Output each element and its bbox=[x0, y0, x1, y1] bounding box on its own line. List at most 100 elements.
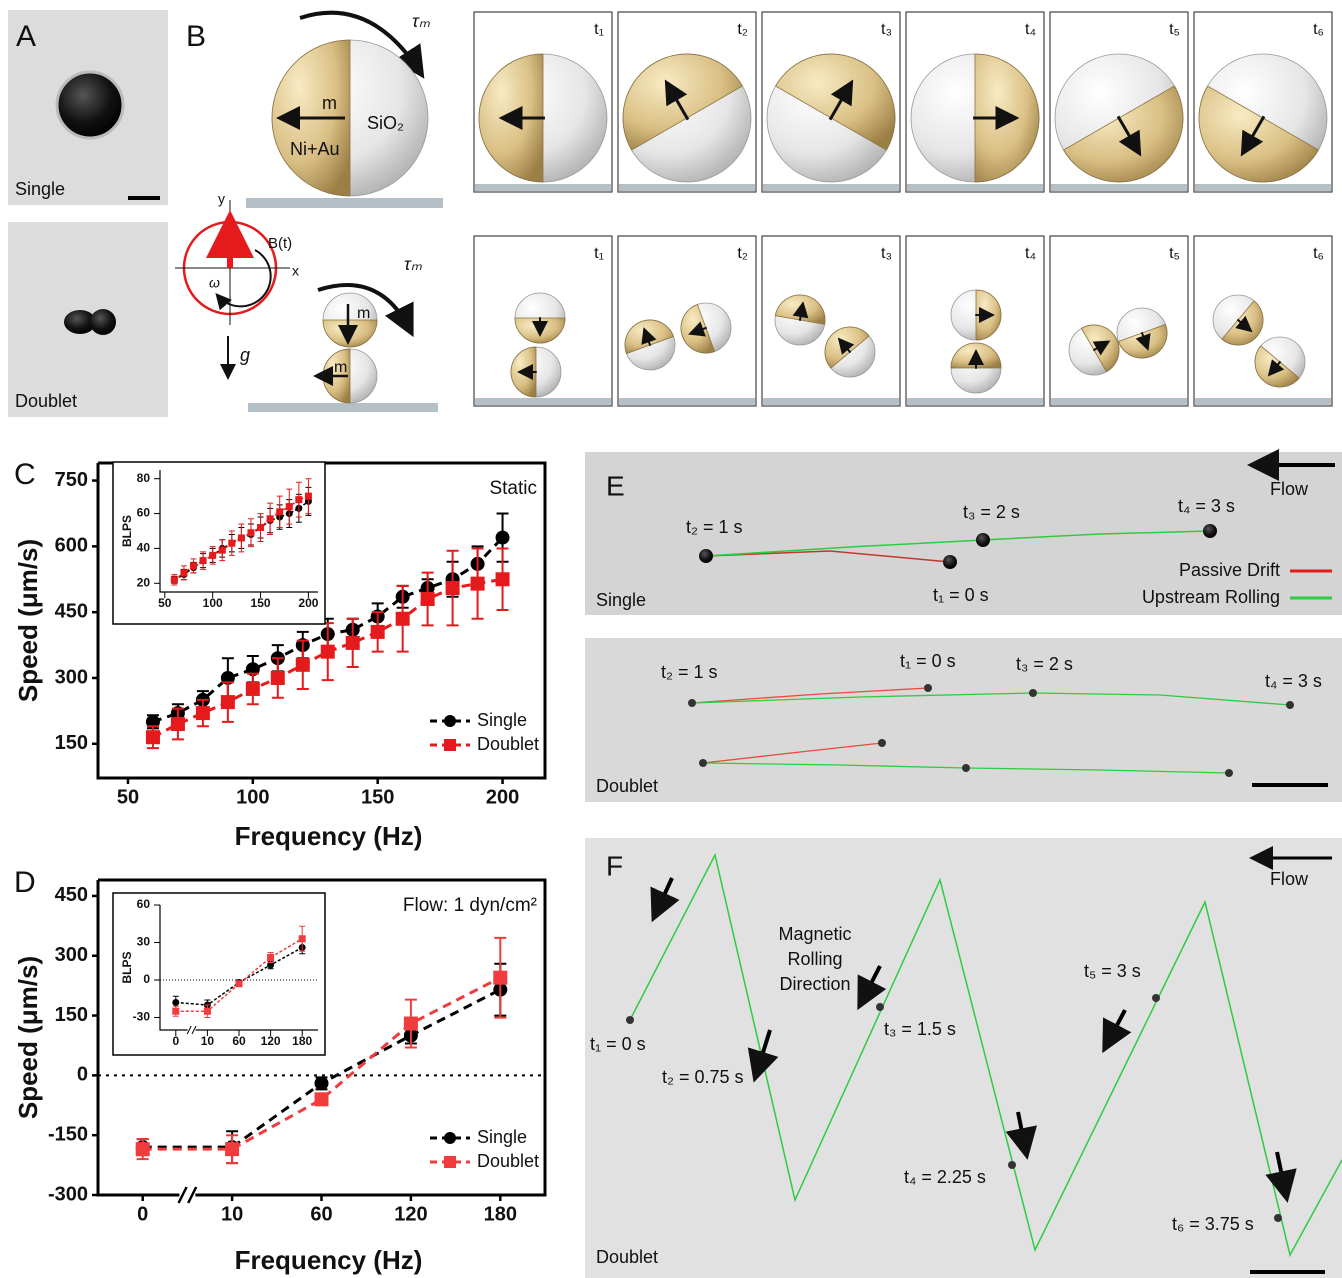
frame-label: t₃ bbox=[881, 21, 892, 38]
label: Ni+Au bbox=[290, 139, 340, 159]
particle bbox=[878, 739, 886, 747]
marker bbox=[204, 1008, 211, 1015]
y-tick-label: 600 bbox=[55, 535, 88, 557]
x-tick-label: 50 bbox=[158, 596, 172, 610]
time-label: t₄ = 3 s bbox=[1178, 496, 1235, 516]
y-tick-label: -150 bbox=[48, 1123, 88, 1145]
panel-label: C bbox=[14, 458, 36, 491]
panel-label: D bbox=[14, 866, 36, 899]
marker bbox=[396, 612, 410, 626]
x-tick-label: 150 bbox=[251, 596, 271, 610]
x-tick-label: 200 bbox=[298, 596, 318, 610]
marker bbox=[257, 524, 264, 531]
y-tick-label: 450 bbox=[55, 600, 88, 622]
time-label: t₂ = 1 s bbox=[686, 517, 743, 537]
panel-label: A bbox=[16, 20, 36, 53]
substrate bbox=[1195, 184, 1331, 191]
substrate bbox=[619, 184, 755, 191]
x-tick-label: 0 bbox=[137, 1203, 148, 1225]
particle bbox=[962, 764, 970, 772]
legend-label: Single bbox=[477, 1127, 527, 1147]
particle bbox=[626, 1016, 634, 1024]
y-tick-label: 450 bbox=[55, 884, 88, 906]
particle bbox=[1152, 994, 1160, 1002]
marker bbox=[172, 1008, 179, 1015]
frame-label: t₄ bbox=[1025, 245, 1036, 262]
marker bbox=[276, 508, 283, 515]
particle bbox=[1274, 1214, 1282, 1222]
label: B(t) bbox=[268, 235, 292, 252]
frame bbox=[1050, 236, 1188, 406]
y-axis-title: Speed (μm/s) bbox=[13, 539, 43, 702]
substrate bbox=[1195, 398, 1331, 405]
label: Single bbox=[15, 179, 65, 199]
label: Flow bbox=[1270, 869, 1309, 889]
micrograph bbox=[585, 838, 1342, 1278]
time-label: t₃ = 2 s bbox=[1016, 654, 1073, 674]
frame-label: t₁ bbox=[594, 245, 604, 262]
y-tick-label: 40 bbox=[137, 541, 151, 555]
x-tick-label: 100 bbox=[203, 596, 223, 610]
label: τₘ bbox=[412, 11, 431, 31]
marker bbox=[221, 695, 235, 709]
annotation: Flow: 1 dyn/cm² bbox=[403, 895, 537, 916]
marker bbox=[496, 572, 510, 586]
marker bbox=[136, 1142, 150, 1156]
x-tick-label: 180 bbox=[292, 1034, 312, 1048]
marker bbox=[315, 1076, 329, 1090]
marker bbox=[493, 971, 507, 985]
time-label: t₁ = 0 s bbox=[900, 651, 956, 671]
marker bbox=[225, 1142, 239, 1156]
particle bbox=[1225, 769, 1233, 777]
particle bbox=[1286, 701, 1294, 709]
y-tick-label: 150 bbox=[55, 732, 88, 754]
particle bbox=[976, 533, 990, 547]
panel-label: F bbox=[606, 850, 623, 881]
marker bbox=[247, 529, 254, 536]
x-tick-label: 120 bbox=[394, 1203, 427, 1225]
x-tick-label: 60 bbox=[310, 1203, 332, 1225]
time-label: t₂ = 1 s bbox=[661, 662, 718, 682]
x-axis-title: Frequency (Hz) bbox=[235, 1245, 423, 1275]
marker bbox=[146, 730, 160, 744]
legend-marker bbox=[444, 739, 456, 751]
marker bbox=[271, 671, 285, 685]
marker bbox=[321, 645, 335, 659]
time-label: t₃ = 1.5 s bbox=[884, 1019, 956, 1039]
label: Doublet bbox=[596, 1247, 658, 1267]
marker bbox=[267, 515, 274, 522]
rotation-arrow bbox=[218, 250, 271, 306]
marker bbox=[196, 706, 210, 720]
frame-label: t₂ bbox=[737, 245, 748, 262]
figure: t₁t₁t₂t₂t₃t₃t₄t₄t₅t₅t₆t₆ASingleDoubletBm… bbox=[0, 0, 1342, 1278]
marker bbox=[471, 577, 485, 591]
frame-label: t₁ bbox=[594, 21, 604, 38]
marker bbox=[346, 636, 360, 650]
marker bbox=[180, 569, 187, 576]
label: ω bbox=[209, 275, 220, 291]
label: Doublet bbox=[15, 391, 77, 411]
substrate bbox=[907, 184, 1043, 191]
time-label: t₄ = 2.25 s bbox=[904, 1167, 986, 1187]
particle bbox=[699, 759, 707, 767]
particle bbox=[699, 549, 713, 563]
time-label: t₂ = 0.75 s bbox=[662, 1067, 744, 1087]
substrate bbox=[763, 398, 899, 405]
label: m bbox=[357, 305, 370, 322]
marker bbox=[421, 592, 435, 606]
legend-marker bbox=[444, 1132, 456, 1144]
legend-label: Doublet bbox=[477, 1151, 539, 1171]
x-tick-label: 120 bbox=[261, 1034, 281, 1048]
legend-label: Single bbox=[477, 710, 527, 730]
x-axis-title: Frequency (Hz) bbox=[235, 821, 423, 851]
y-axis-title: Speed (μm/s) bbox=[13, 956, 43, 1119]
y-tick-label: 60 bbox=[137, 506, 151, 520]
marker bbox=[404, 1017, 418, 1031]
label: m bbox=[334, 359, 347, 376]
time-label: t₅ = 3 s bbox=[1084, 961, 1141, 981]
coating bbox=[323, 320, 377, 347]
x-tick-label: 100 bbox=[236, 786, 269, 808]
substrate bbox=[763, 184, 899, 191]
label: g bbox=[240, 345, 250, 365]
marker bbox=[236, 980, 243, 987]
